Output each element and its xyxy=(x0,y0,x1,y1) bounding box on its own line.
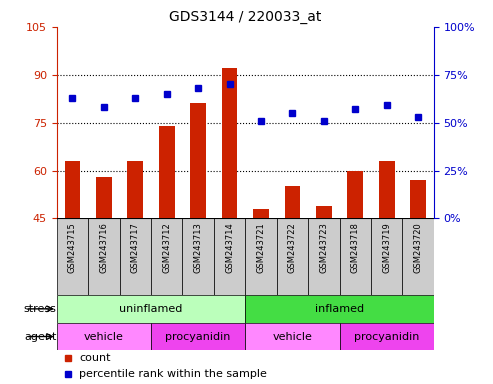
Text: GSM243721: GSM243721 xyxy=(256,222,266,273)
Text: GSM243712: GSM243712 xyxy=(162,222,171,273)
Bar xyxy=(151,323,245,350)
Bar xyxy=(190,104,206,218)
Bar xyxy=(402,218,434,295)
Text: vehicle: vehicle xyxy=(84,331,124,341)
Text: GSM243715: GSM243715 xyxy=(68,222,77,273)
Bar xyxy=(340,323,434,350)
Bar xyxy=(245,323,340,350)
Text: vehicle: vehicle xyxy=(273,331,313,341)
Bar xyxy=(371,218,402,295)
Bar xyxy=(284,187,300,218)
Text: GSM243720: GSM243720 xyxy=(414,222,423,273)
Text: GSM243718: GSM243718 xyxy=(351,222,360,273)
Bar xyxy=(245,295,434,323)
Bar xyxy=(253,209,269,218)
Text: uninflamed: uninflamed xyxy=(119,304,183,314)
Text: percentile rank within the sample: percentile rank within the sample xyxy=(79,369,267,379)
Text: inflamed: inflamed xyxy=(315,304,364,314)
Bar xyxy=(57,323,151,350)
Text: GSM243719: GSM243719 xyxy=(382,222,391,273)
Text: GSM243723: GSM243723 xyxy=(319,222,328,273)
Bar xyxy=(88,218,119,295)
Text: GSM243722: GSM243722 xyxy=(288,222,297,273)
Bar xyxy=(182,218,214,295)
Bar xyxy=(57,295,245,323)
Text: GSM243714: GSM243714 xyxy=(225,222,234,273)
Bar xyxy=(119,218,151,295)
Text: agent: agent xyxy=(24,331,57,341)
Bar xyxy=(316,206,332,218)
Bar xyxy=(151,218,182,295)
Bar xyxy=(222,68,238,218)
Text: stress: stress xyxy=(24,304,57,314)
Bar xyxy=(277,218,308,295)
Bar xyxy=(379,161,394,218)
Text: GSM243717: GSM243717 xyxy=(131,222,140,273)
Bar xyxy=(308,218,340,295)
Bar xyxy=(65,161,80,218)
Bar xyxy=(245,218,277,295)
Bar xyxy=(96,177,112,218)
Title: GDS3144 / 220033_at: GDS3144 / 220033_at xyxy=(169,10,321,25)
Bar xyxy=(214,218,246,295)
Text: procyanidin: procyanidin xyxy=(354,331,420,341)
Bar xyxy=(127,161,143,218)
Text: procyanidin: procyanidin xyxy=(166,331,231,341)
Bar xyxy=(340,218,371,295)
Bar xyxy=(57,218,88,295)
Text: GSM243716: GSM243716 xyxy=(99,222,108,273)
Text: count: count xyxy=(79,353,111,363)
Bar xyxy=(410,180,426,218)
Bar xyxy=(348,170,363,218)
Text: GSM243713: GSM243713 xyxy=(194,222,203,273)
Bar xyxy=(159,126,175,218)
